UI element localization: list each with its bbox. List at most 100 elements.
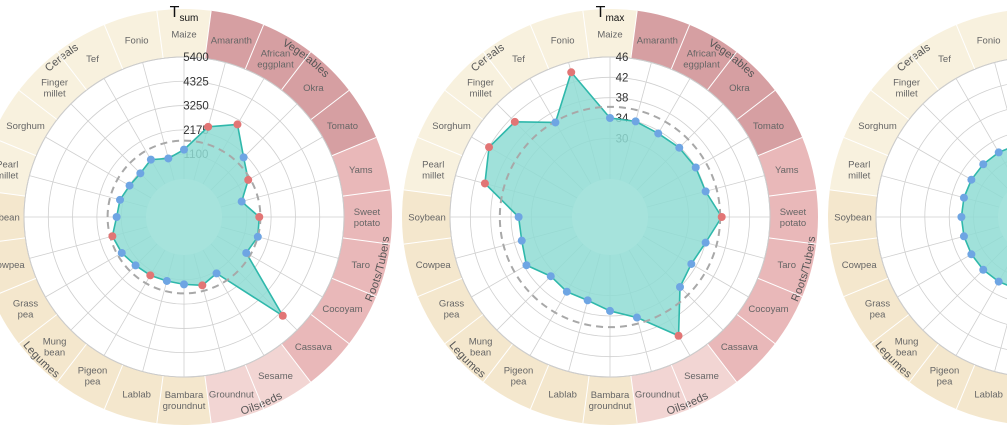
crop-label-line: Soybean: [834, 213, 872, 224]
radial-tick-label: 4325: [183, 76, 209, 88]
crop-label-line: pea: [18, 310, 35, 321]
crop-label-line: Pearl: [848, 160, 870, 171]
label-separator: [955, 24, 976, 70]
group-band: [0, 9, 212, 197]
radial-tick-label: 46: [616, 52, 629, 64]
data-point: [136, 169, 145, 178]
data-point: [994, 148, 1003, 157]
data-point: [242, 248, 251, 257]
data-point: [717, 213, 726, 221]
crop-label-line: Pearl: [0, 160, 18, 171]
label-separator: [670, 364, 691, 410]
crop-label: African eggplant: [683, 49, 720, 71]
crop-label: Finger millet: [467, 78, 494, 100]
crop-label-line: Maize: [597, 30, 622, 41]
data-point: [701, 187, 710, 196]
crop-label: Taro: [778, 260, 796, 271]
data-point: [567, 68, 576, 77]
label-separator: [707, 51, 738, 91]
crop-label-line: Okra: [303, 83, 324, 94]
crop-label-line: Mung: [43, 336, 67, 347]
data-point: [116, 195, 125, 204]
crop-label-line: Finger: [41, 78, 68, 89]
crop-label-line: Sweet: [354, 207, 381, 218]
crop-label: Lablab: [974, 389, 1003, 400]
label-separator: [870, 314, 910, 345]
crop-label: Grass pea: [13, 299, 39, 321]
crop-label: Pigeon pea: [78, 365, 108, 387]
crop-label: Bambara groundnut: [163, 390, 206, 412]
crop-label-line: Amaranth: [211, 36, 252, 47]
group-band: [402, 189, 638, 425]
label-separator: [736, 314, 776, 345]
crop-label-line: Finger: [467, 78, 494, 89]
label-separator: [0, 237, 26, 242]
label-separator: [670, 24, 691, 70]
label-separator: [843, 136, 889, 157]
data-point: [967, 250, 976, 259]
crop-label-line: Yams: [349, 165, 373, 176]
crop-label-line: pea: [85, 376, 102, 387]
data-point: [687, 259, 696, 268]
crop-label-line: Tef: [86, 54, 99, 65]
crop-label-line: African: [687, 49, 717, 60]
label-separator: [768, 189, 817, 197]
label-separator: [870, 89, 910, 120]
crop-label: Cowpea: [842, 260, 878, 271]
data-point: [606, 306, 614, 315]
label-separator: [103, 364, 124, 410]
label-separator: [482, 51, 513, 91]
crop-label: Mung bean: [895, 336, 919, 358]
label-separator: [768, 237, 817, 245]
label-separator: [482, 343, 513, 383]
data-point: [551, 118, 560, 127]
crop-label-line: Mung: [895, 336, 919, 347]
crop-label: Amaranth: [637, 36, 678, 47]
label-separator: [403, 189, 452, 197]
crop-label-line: potato: [354, 218, 380, 229]
label-separator: [56, 51, 87, 91]
crop-label-line: Groundnut: [209, 389, 254, 400]
data-point: [632, 313, 641, 322]
crop-label: Mung bean: [469, 336, 493, 358]
data-point: [204, 122, 213, 131]
crop-label: Soybean: [0, 213, 20, 224]
data-point: [691, 163, 700, 172]
data-point: [108, 232, 117, 241]
crop-label-line: African: [261, 49, 291, 60]
label-separator: [630, 10, 638, 59]
crop-label: Tomato: [327, 121, 358, 132]
inner-disc: [572, 179, 648, 255]
crop-label-line: eggplant: [683, 60, 720, 71]
crop-label: Finger millet: [41, 78, 68, 100]
crop-label-line: Sorghum: [432, 121, 471, 132]
crop-label-line: Grass: [439, 299, 465, 310]
data-point: [676, 283, 685, 292]
data-point: [198, 281, 207, 290]
crop-label-line: millet: [44, 89, 67, 100]
data-point: [180, 280, 188, 289]
label-separator: [582, 375, 590, 424]
crop-label-line: Okra: [729, 83, 750, 94]
inner-disc: [146, 179, 222, 255]
data-point: [112, 213, 121, 221]
data-point: [510, 117, 519, 126]
crop-label: Sesame: [258, 371, 293, 382]
crop-label-line: Pearl: [422, 160, 444, 171]
crop-label: Bambara groundnut: [589, 390, 632, 412]
crop-label-line: Cassava: [295, 342, 333, 353]
label-separator: [757, 277, 803, 298]
label-separator: [417, 277, 463, 298]
crop-label: Groundnut: [635, 389, 680, 400]
crop-label: Sorghum: [858, 121, 897, 132]
crop-label-line: Fonio: [977, 36, 1001, 47]
group-band: [0, 192, 212, 425]
crop-label: Fonio: [551, 36, 575, 47]
data-point: [631, 117, 640, 126]
group-band: [707, 137, 818, 383]
crop-label: Tomato: [753, 121, 784, 132]
radar-panel-1: CerealsVegetablesRoots/TubersOilseedsLeg…: [0, 4, 392, 425]
crop-label-line: Cassava: [721, 342, 759, 353]
data-point: [146, 271, 155, 280]
group-band: [828, 189, 1007, 423]
